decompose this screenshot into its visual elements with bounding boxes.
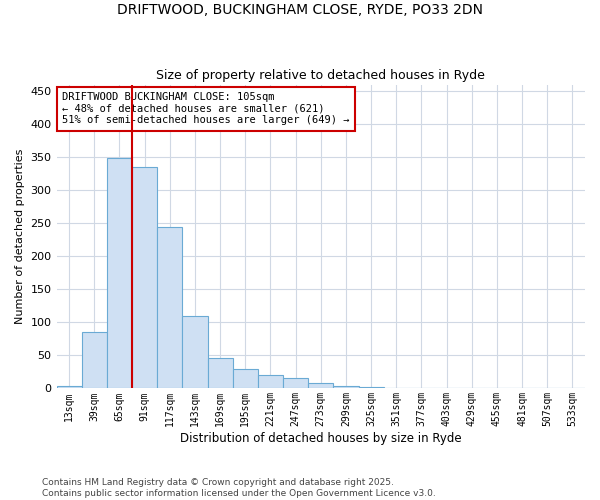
Text: DRIFTWOOD, BUCKINGHAM CLOSE, RYDE, PO33 2DN: DRIFTWOOD, BUCKINGHAM CLOSE, RYDE, PO33 … — [117, 2, 483, 16]
Bar — [107, 158, 132, 388]
Y-axis label: Number of detached properties: Number of detached properties — [15, 149, 25, 324]
Bar — [182, 316, 208, 388]
Bar — [258, 375, 283, 388]
Title: Size of property relative to detached houses in Ryde: Size of property relative to detached ho… — [157, 69, 485, 82]
Text: Contains HM Land Registry data © Crown copyright and database right 2025.
Contai: Contains HM Land Registry data © Crown c… — [42, 478, 436, 498]
Bar — [308, 383, 334, 388]
Bar — [132, 167, 157, 388]
Bar — [283, 378, 308, 388]
Bar — [208, 358, 233, 388]
Bar — [82, 332, 107, 388]
Bar — [56, 386, 82, 388]
X-axis label: Distribution of detached houses by size in Ryde: Distribution of detached houses by size … — [180, 432, 461, 445]
Bar — [334, 386, 359, 388]
Bar — [233, 368, 258, 388]
Bar — [157, 226, 182, 388]
Bar — [359, 387, 383, 388]
Text: DRIFTWOOD BUCKINGHAM CLOSE: 105sqm
← 48% of detached houses are smaller (621)
51: DRIFTWOOD BUCKINGHAM CLOSE: 105sqm ← 48%… — [62, 92, 349, 126]
